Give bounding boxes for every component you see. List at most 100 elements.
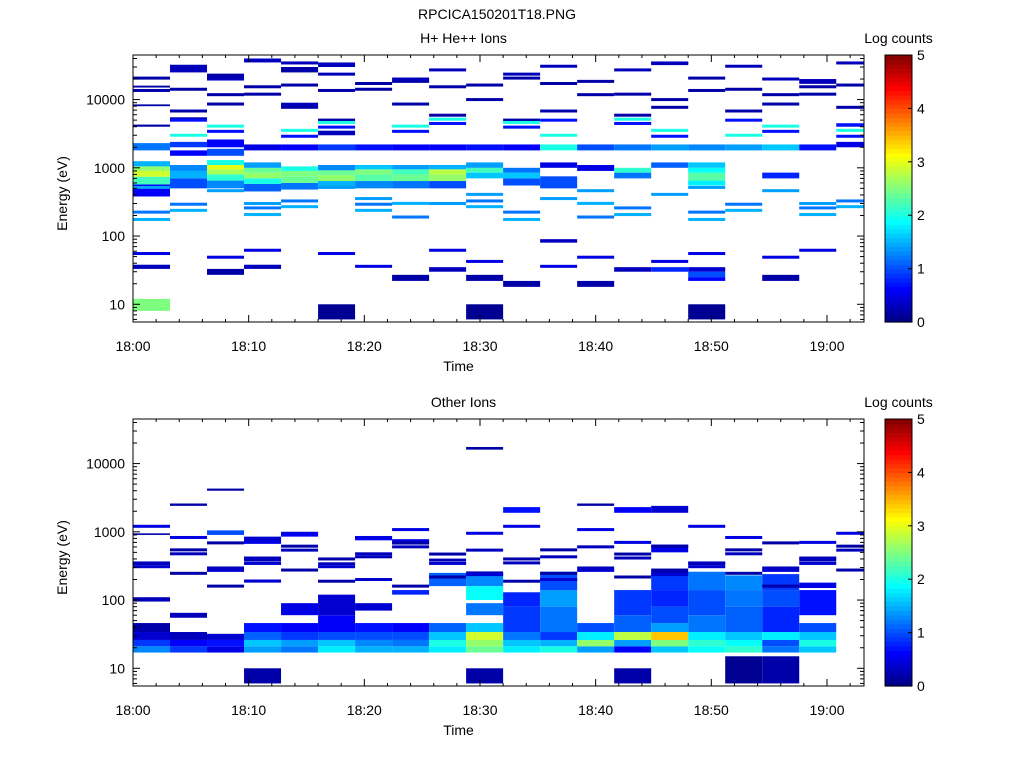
- heatmap-cell: [318, 185, 356, 189]
- heatmap-cell: [614, 646, 652, 653]
- heatmap-cell: [318, 594, 356, 616]
- x-tick-label: 18:40: [578, 702, 613, 718]
- heatmap-cell: [466, 162, 504, 168]
- heatmap-cell: [318, 252, 356, 256]
- heatmap-cell: [762, 584, 800, 588]
- heatmap-cell: [170, 118, 208, 122]
- heatmap-cell: [207, 530, 245, 535]
- x-tick-label: 18:30: [462, 338, 497, 354]
- heatmap-cell: [133, 298, 171, 311]
- heatmap-cell: [281, 632, 319, 640]
- heatmap-cell: [799, 144, 837, 151]
- heatmap-cell: [429, 267, 467, 272]
- heatmap-cell: [170, 133, 208, 137]
- colorbar-step: [885, 592, 912, 598]
- heatmap-cell: [133, 85, 171, 88]
- heatmap-cell: [207, 169, 245, 175]
- y-axis-label: Energy (eV): [54, 156, 70, 231]
- heatmap-cell: [355, 578, 393, 582]
- heatmap-cell: [540, 82, 578, 86]
- y-tick-label: 1000: [94, 524, 125, 540]
- colorbar-step: [885, 597, 912, 603]
- colorbar-step: [885, 255, 912, 261]
- colorbar-step: [885, 610, 912, 616]
- heatmap-cell: [318, 565, 356, 569]
- heatmap-cell: [836, 568, 864, 572]
- heatmap-cell: [392, 541, 430, 545]
- heatmap-cell: [170, 87, 208, 91]
- heatmap-cell: [688, 217, 726, 221]
- heatmap-cell: [207, 255, 245, 259]
- heatmap-cell: [244, 540, 282, 544]
- colorbar-frame: [884, 418, 913, 687]
- heatmap-cell: [318, 579, 356, 583]
- colorbar-label: Log counts: [864, 394, 933, 410]
- heatmap-cell: [207, 568, 245, 572]
- heatmap-cell: [651, 98, 689, 102]
- heatmap-cell: [651, 646, 689, 653]
- heatmap-cell: [429, 85, 467, 89]
- heatmap-cell: [355, 535, 393, 539]
- heatmap-cell: [503, 561, 541, 565]
- heatmap-cell: [503, 557, 541, 561]
- panel-title: H+ He++ Ions: [420, 30, 507, 46]
- heatmap-cell: [244, 536, 282, 543]
- heatmap-cell: [281, 199, 319, 203]
- heatmap-cell: [318, 125, 356, 129]
- x-axis-label: Time: [443, 358, 474, 374]
- colorbar-step: [885, 490, 912, 496]
- heatmap-cell: [244, 558, 282, 562]
- heatmap-cell: [133, 170, 171, 177]
- x-tick-label: 19:00: [809, 338, 844, 354]
- heatmap-cell: [429, 575, 467, 579]
- heatmap-cell: [170, 548, 208, 552]
- y-tick-label: 100: [102, 228, 126, 244]
- heatmap-cell: [503, 210, 541, 214]
- heatmap-cell: [688, 162, 726, 168]
- heatmap-cell: [577, 144, 615, 151]
- heatmap-cell: [799, 206, 837, 210]
- heatmap-cell: [207, 129, 245, 133]
- colorbar-step: [885, 166, 912, 172]
- heatmap-cell: [429, 68, 467, 72]
- colorbar-tick-label: 3: [917, 518, 925, 534]
- heatmap-cell: [281, 623, 319, 633]
- heatmap-cell: [725, 87, 763, 91]
- colorbar-step: [885, 313, 912, 319]
- colorbar-step: [885, 548, 912, 554]
- x-tick-label: 18:10: [231, 702, 266, 718]
- heatmap-cell: [836, 83, 864, 87]
- colorbar-step: [885, 521, 912, 527]
- heatmap-cell: [614, 668, 652, 684]
- colorbar-step: [885, 281, 912, 287]
- colorbar-step: [885, 534, 912, 540]
- heatmap-cell: [762, 255, 800, 259]
- colorbar-step: [885, 99, 912, 105]
- heatmap-cell: [281, 176, 319, 183]
- heatmap-cell: [540, 118, 578, 122]
- heatmap-cell: [207, 160, 245, 165]
- heatmap-cell: [762, 590, 800, 607]
- heatmap-cell: [651, 505, 689, 513]
- heatmap-cell: [244, 579, 282, 583]
- heatmap-cell: [503, 217, 541, 221]
- heatmap-cell: [244, 639, 282, 647]
- heatmap-cell: [133, 533, 171, 535]
- heatmap-cell: [614, 121, 652, 125]
- colorbar-step: [885, 637, 912, 643]
- heatmap-cell: [133, 210, 171, 214]
- colorbar-step: [885, 525, 912, 531]
- heatmap-cell: [651, 192, 689, 196]
- heatmap-cell: [651, 162, 689, 168]
- heatmap-cell: [503, 178, 541, 186]
- colorbar-step: [885, 583, 912, 589]
- colorbar-step: [885, 72, 912, 78]
- heatmap-cell: [799, 632, 837, 640]
- heatmap-cell: [577, 215, 615, 219]
- heatmap-cell: [688, 76, 726, 80]
- colorbar-step: [885, 677, 912, 683]
- heatmap-cell: [429, 164, 467, 170]
- heatmap-cell: [207, 189, 245, 193]
- heatmap-cell: [799, 561, 837, 565]
- heatmap-cell: [762, 189, 800, 193]
